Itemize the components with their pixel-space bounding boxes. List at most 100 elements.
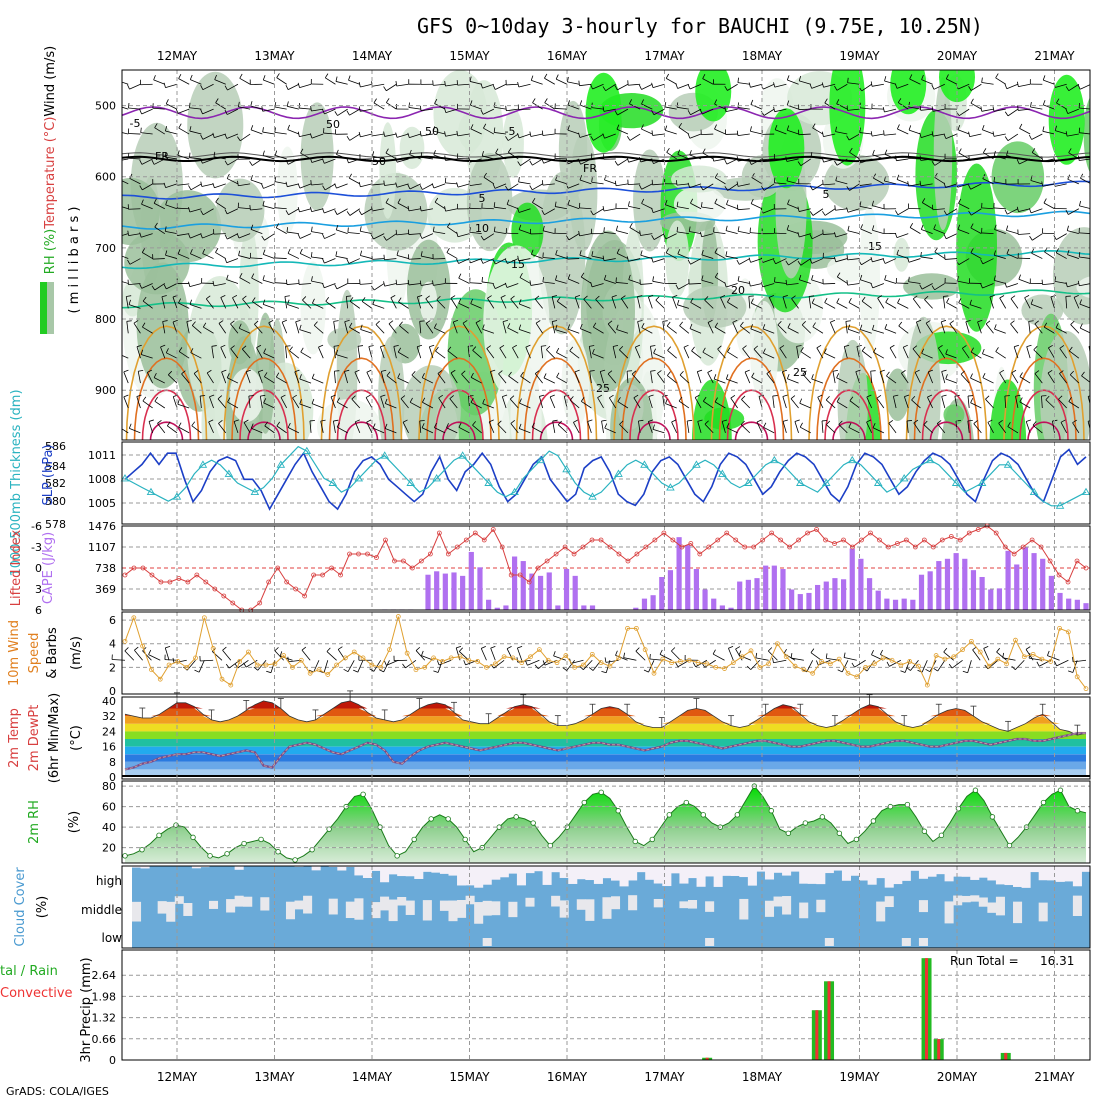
wind-barb: [774, 232, 787, 235]
wind10-barb: [643, 669, 649, 673]
wind-barb: [811, 156, 823, 160]
wind10-barb: [194, 669, 200, 673]
wind-barb: [461, 373, 470, 384]
wind-barb: [786, 158, 799, 162]
wind-barb: [186, 320, 192, 322]
wind-barb: [592, 348, 595, 354]
wind-barb: [909, 223, 914, 228]
wind-barb: [263, 352, 275, 359]
wind10-point: [872, 661, 877, 667]
wind-barb: [122, 206, 129, 210]
wind-barb: [1066, 133, 1079, 137]
wind-barb: [104, 159, 116, 160]
wind-barb: [458, 277, 470, 284]
wind-barb: [605, 83, 616, 91]
wind-barb: [1007, 422, 1011, 427]
wind-barb: [1091, 182, 1100, 184]
wind-barb: [532, 198, 536, 203]
rh-point: [411, 836, 417, 843]
cloud-high-gap: [525, 866, 535, 874]
cape-bar: [780, 569, 786, 610]
thickness-point: [899, 474, 909, 482]
wind-barb: [165, 126, 168, 132]
wind10-barb: [886, 661, 890, 667]
wind-barb: [469, 100, 473, 106]
wind-barb: [407, 132, 410, 138]
wind-barb: [629, 103, 641, 110]
wind-barb: [824, 208, 836, 216]
wind-barb: [657, 370, 662, 374]
wind-barb: [823, 348, 827, 354]
cloud-high-gap: [1081, 866, 1091, 872]
wind-barb: [763, 426, 775, 434]
cape-bar: [754, 578, 760, 610]
wind-barb: [761, 186, 765, 191]
wind10-barb: [369, 668, 375, 672]
wind-barb: [166, 352, 178, 359]
wind-barb: [1094, 376, 1100, 383]
wind-barb: [648, 295, 654, 298]
lifted-point: [1011, 551, 1017, 557]
wind-barb: [933, 228, 945, 235]
y-tick-label: 700: [95, 242, 116, 255]
wind-barb: [213, 283, 226, 287]
wind-barb: [957, 280, 970, 284]
wind-barb: [499, 345, 505, 349]
wind-barb: [1079, 323, 1083, 329]
wind-barb: [435, 350, 446, 359]
wind-barb: [1034, 370, 1040, 374]
wind-barb: [817, 397, 824, 409]
wind-barb: [190, 253, 202, 259]
wind-barb: [701, 250, 704, 256]
wind-barb: [177, 233, 190, 236]
wind-barb: [325, 300, 336, 309]
wind10-point: [563, 653, 569, 658]
wind10-point: [237, 659, 243, 664]
wind-barb: [579, 250, 582, 256]
wind-barb: [817, 394, 823, 398]
wind-barb: [189, 157, 202, 160]
wind-barb: [583, 295, 588, 300]
wind-barb: [518, 176, 520, 183]
wind-barb: [1034, 323, 1043, 334]
wind-barb: [821, 420, 824, 433]
wind-barb: [137, 371, 141, 384]
wind-barb: [825, 395, 830, 401]
lifted-point: [1065, 579, 1071, 585]
wind-barb: [933, 224, 936, 230]
wind-barb: [652, 280, 665, 284]
wind-barb: [994, 254, 1006, 259]
wind-barb: [569, 350, 580, 359]
wind-barb: [651, 110, 655, 115]
wind-barb: [164, 152, 167, 158]
wind-barb: [724, 282, 727, 288]
wind-barb: [252, 158, 263, 166]
wind-barb: [1042, 183, 1055, 187]
cloud-high-gap: [841, 866, 851, 881]
wind-barb: [1055, 327, 1067, 334]
rh-shade: [402, 365, 461, 440]
wind-barb: [262, 131, 275, 135]
wind-barb: [957, 129, 970, 135]
wind-barb: [1018, 208, 1031, 213]
wind-barb: [998, 419, 1003, 424]
wind-barb: [1042, 126, 1045, 132]
wind-barb: [653, 158, 665, 164]
wind-barb: [677, 149, 681, 155]
wind-barb: [274, 207, 287, 210]
wind-barb: [690, 198, 694, 204]
warm-contour: [913, 357, 980, 440]
wind-barb: [542, 133, 555, 136]
wind-barb: [250, 423, 254, 429]
wind-barb: [189, 107, 202, 110]
wind-barb: [786, 75, 790, 81]
wind-barb: [239, 273, 243, 278]
precip-convective-bar: [937, 1039, 941, 1060]
wind10-point: [739, 654, 745, 660]
wind-barb: [568, 158, 580, 165]
wind-barb: [876, 394, 882, 399]
wind-barb: [505, 185, 509, 191]
wind-barb: [707, 372, 714, 384]
